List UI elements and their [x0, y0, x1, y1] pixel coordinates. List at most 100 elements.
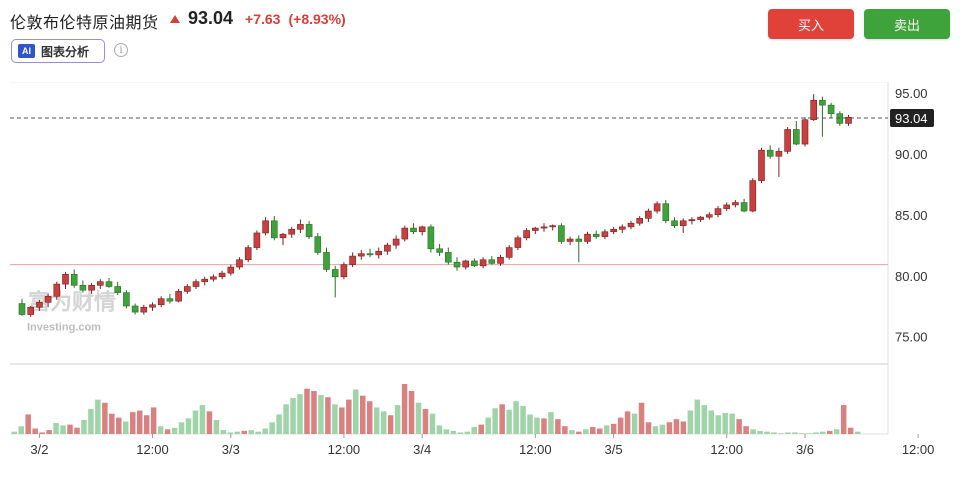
candle-body [44, 295, 52, 303]
volume-bar [854, 431, 861, 434]
candle-body [392, 238, 400, 246]
candle-body [62, 274, 69, 285]
volume-bar [506, 409, 512, 434]
volume-bar [771, 432, 777, 434]
volume-bar [576, 431, 582, 434]
volume-bar [290, 398, 296, 434]
volume-bar [422, 409, 429, 434]
volume-bar [513, 401, 519, 434]
y-tick-label: 75.00 [895, 330, 928, 345]
candle-body [79, 285, 87, 291]
candle-body [662, 203, 670, 222]
volume-bar [220, 430, 227, 434]
sell-button[interactable]: 卖出 [864, 9, 950, 39]
volume-bar [143, 415, 150, 434]
volume-bar [401, 384, 408, 434]
volume-bar [387, 415, 394, 434]
candle-body [175, 291, 182, 302]
buy-button[interactable]: 买入 [768, 9, 854, 39]
volume-bar [457, 432, 464, 434]
volume-bar [729, 413, 735, 434]
x-tick-label: 12:00 [710, 442, 743, 457]
volume-bar [206, 411, 213, 434]
volume-bar [150, 407, 157, 434]
volume-bar [11, 431, 17, 434]
volume-bar [687, 410, 694, 434]
volume-bar [471, 426, 478, 434]
candle-body [540, 226, 548, 229]
volume-bar [652, 426, 659, 434]
candle-body [705, 214, 713, 218]
candle-body [714, 208, 722, 215]
candle-body [558, 225, 565, 242]
volume-bar [548, 412, 554, 434]
volume-bar [394, 405, 401, 434]
up-arrow-icon [170, 14, 180, 23]
volume-bar [178, 422, 185, 434]
candle-body [123, 292, 130, 307]
candle-body [366, 253, 374, 256]
y-tick-label: 80.00 [895, 269, 928, 284]
volume-bar [102, 402, 108, 434]
volume-bar [199, 405, 206, 434]
volume-bar [645, 422, 652, 434]
volume-bar [562, 426, 568, 434]
volume-bar [109, 413, 115, 434]
info-icon[interactable]: i [114, 43, 128, 57]
chart-area[interactable]: 95.00 90.00 85.00 80.00 75.00 富为财情 Investing.c… [0, 81, 960, 474]
ai-chart-analysis-button[interactable]: AI 图表分析 [11, 39, 105, 63]
candle-body [636, 218, 644, 224]
volume-bar [806, 433, 812, 434]
candle-body [384, 244, 391, 252]
candle-body [766, 149, 774, 157]
candle-body [340, 264, 348, 278]
candle-body [566, 238, 574, 242]
candle-body [131, 305, 139, 313]
candle-body [305, 224, 313, 237]
volume-bar [708, 410, 714, 434]
candle-body [192, 281, 200, 287]
ai-icon: AI [18, 44, 35, 58]
candle-body [166, 298, 174, 302]
candle-body [845, 117, 852, 124]
candle-body [792, 129, 800, 145]
candle-body [679, 220, 687, 226]
volume-bar [610, 423, 617, 434]
x-tick-label: 3/2 [30, 442, 48, 457]
volume-bar [590, 426, 596, 434]
volume-bar [736, 419, 742, 434]
volume-bar [541, 418, 547, 434]
candle-body [36, 302, 43, 308]
volume-bar [339, 407, 345, 434]
volume-bar [847, 427, 854, 434]
volume-bar [785, 432, 791, 434]
candle-body [575, 238, 583, 242]
candle-body [297, 224, 304, 230]
volume-bar [53, 423, 59, 434]
candle-body [801, 119, 809, 145]
volume-bar [792, 432, 798, 434]
volume-bar [722, 412, 728, 434]
candle-body [697, 216, 704, 220]
candle-body [444, 252, 452, 263]
volume-bar [67, 424, 73, 434]
volume-bar [227, 432, 234, 434]
candle-body [157, 298, 165, 306]
instrument-title: 伦敦布伦特原油期货 [10, 15, 159, 32]
volume-bar [123, 421, 129, 434]
volume-bar [262, 428, 268, 434]
candle-body [314, 236, 322, 253]
ai-chart-analysis-label: 图表分析 [41, 44, 90, 59]
candle-body [453, 261, 461, 268]
price-chart[interactable]: 95.0090.0085.0080.0075.00富为财情Investing.c… [0, 81, 960, 474]
candle-body [497, 257, 504, 264]
volume-bar [353, 389, 359, 434]
candle-body [775, 151, 783, 157]
candle-body [688, 219, 696, 222]
volume-bar [74, 427, 80, 434]
candle-body [201, 278, 208, 282]
volume-bar [171, 427, 178, 434]
candle-body [401, 227, 409, 240]
x-tick-label: 12:00 [136, 442, 169, 457]
volume-bar [499, 404, 505, 434]
